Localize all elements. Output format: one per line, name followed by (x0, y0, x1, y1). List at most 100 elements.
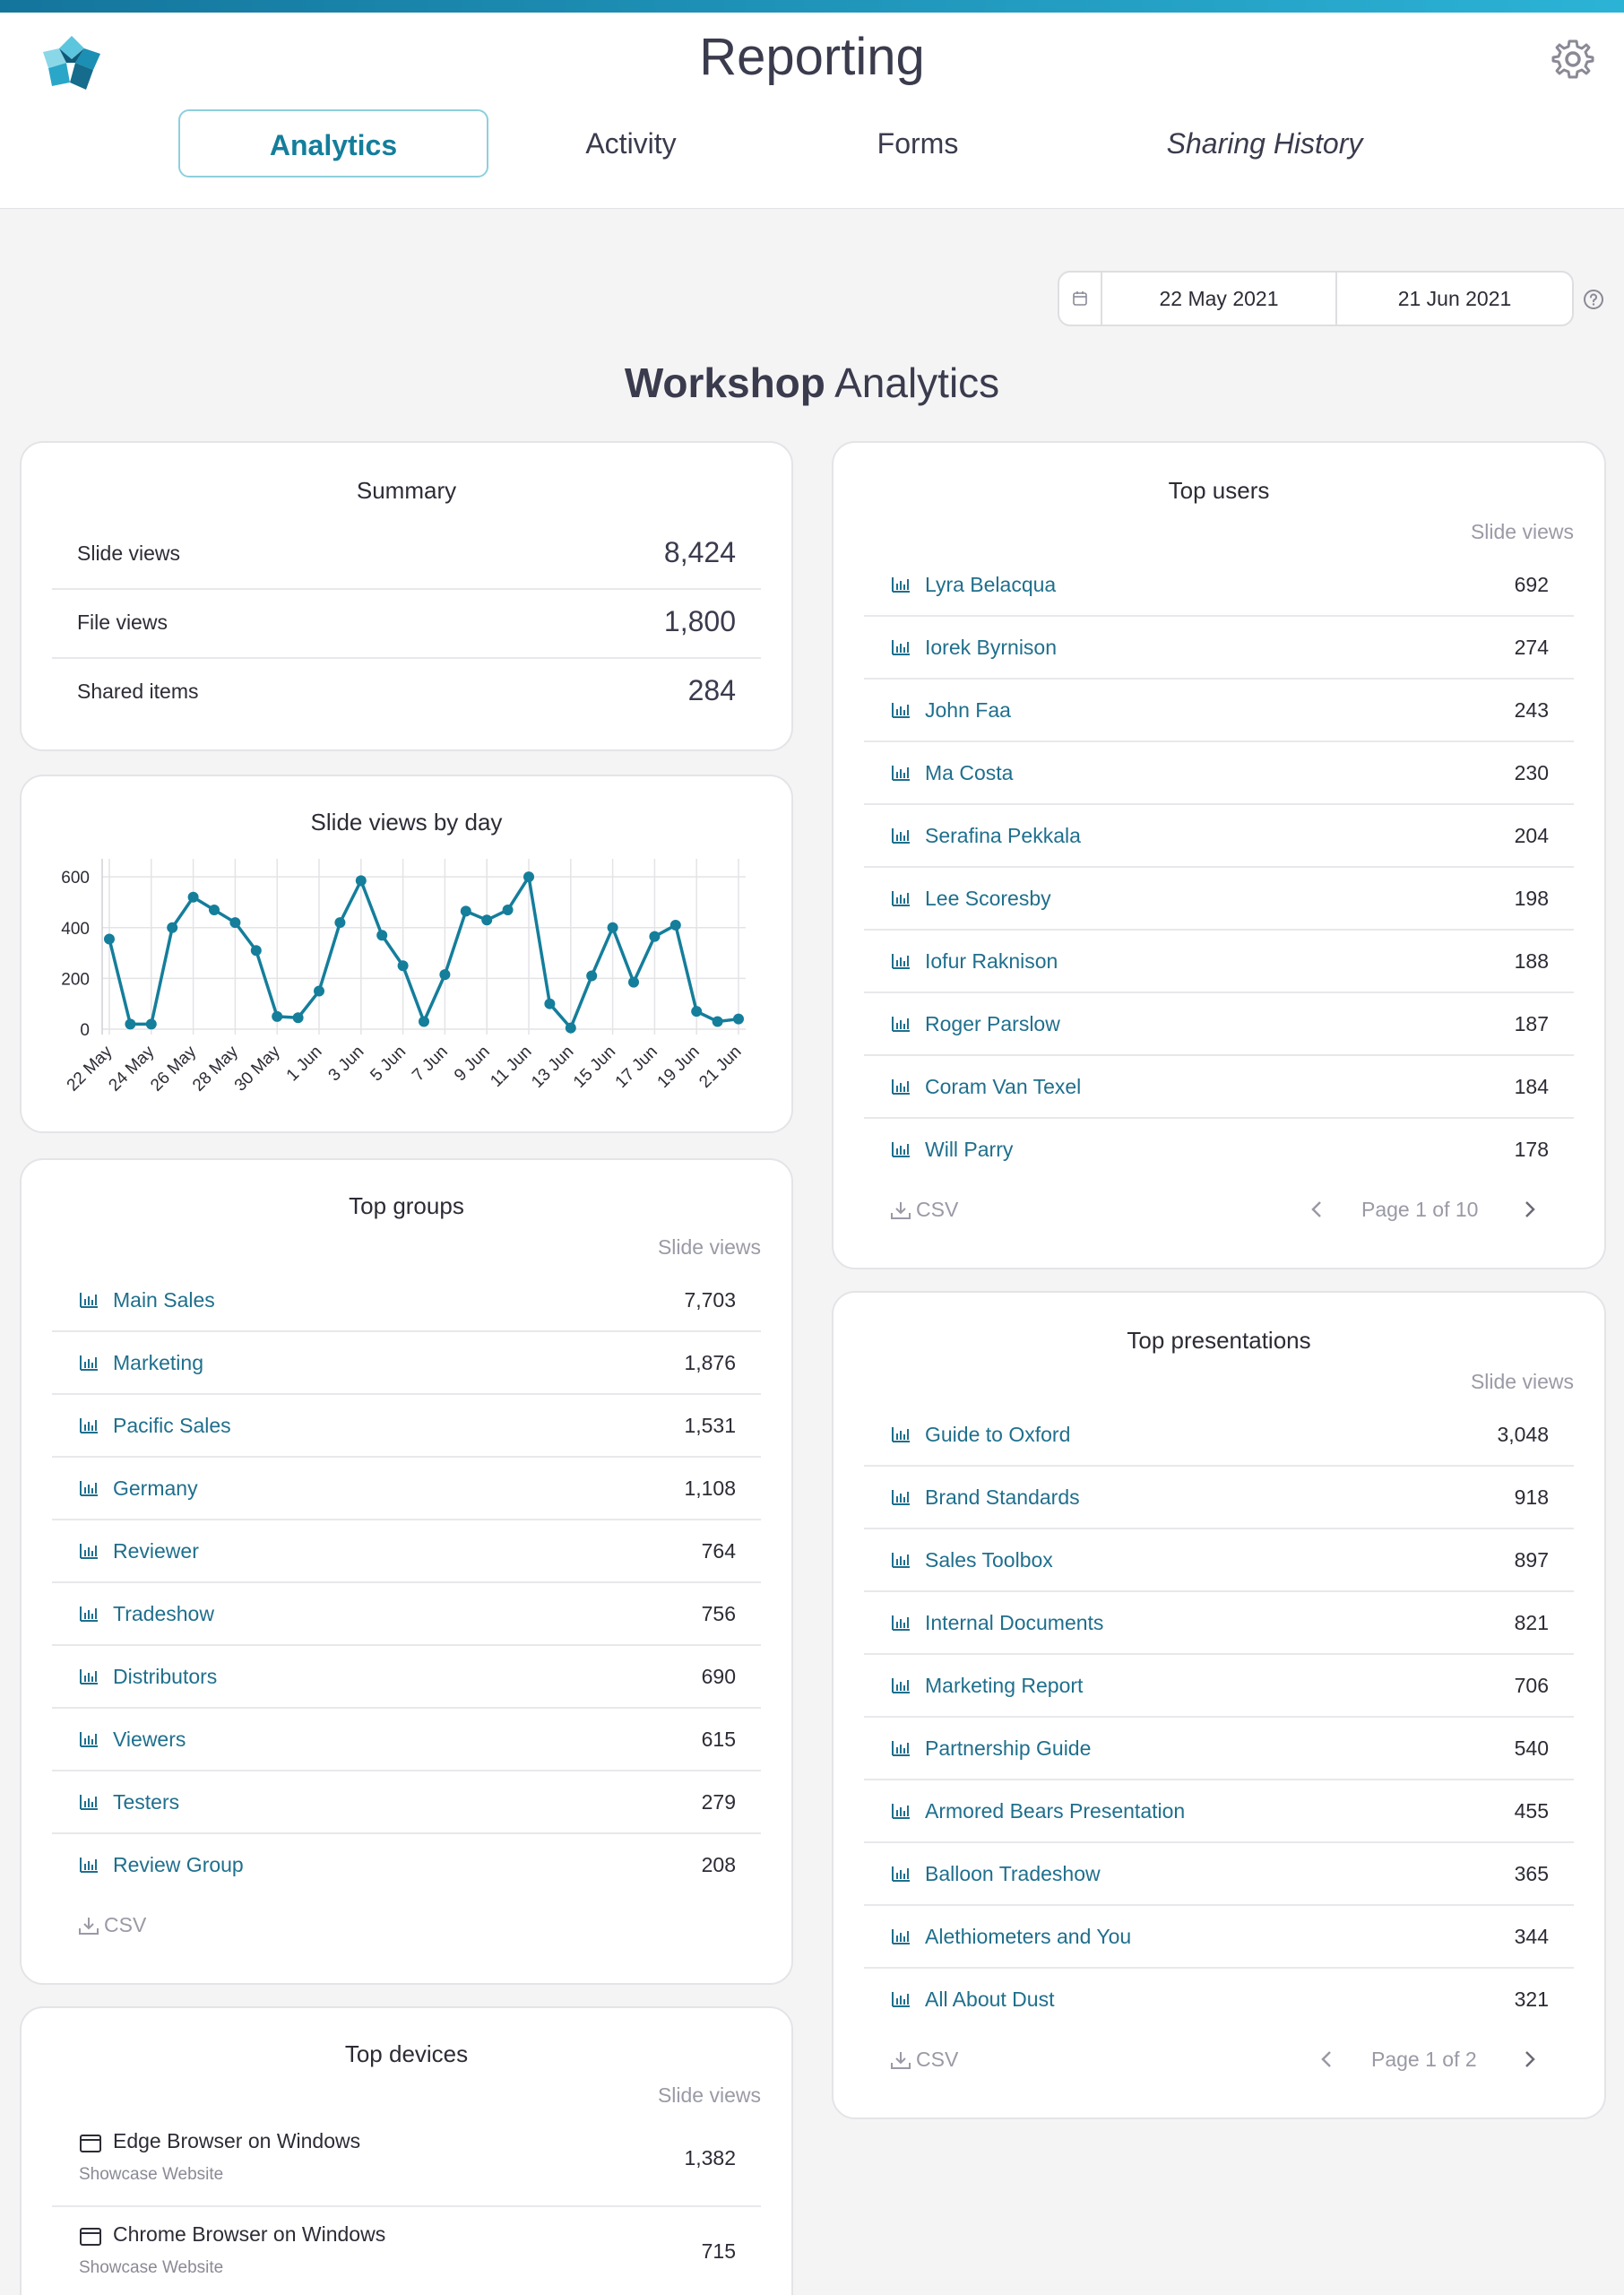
list-item-label[interactable]: Distributors (113, 1665, 218, 1688)
tab-analytics[interactable]: Analytics (178, 109, 488, 178)
list-item-label[interactable]: Internal Documents (925, 1611, 1104, 1634)
series-line (108, 875, 739, 1030)
list-item[interactable]: Marketing Report 706 (864, 1655, 1574, 1718)
list-item[interactable]: Iofur Raknison 188 (864, 931, 1574, 993)
list-item-label[interactable]: Main Sales (113, 1288, 215, 1312)
list-item[interactable]: Partnership Guide 540 (864, 1718, 1574, 1780)
list-item-label[interactable]: Marketing Report (925, 1674, 1084, 1697)
x-tick-label: 3 Jun (325, 1043, 368, 1086)
list-item-label[interactable]: Testers (113, 1790, 180, 1814)
tab-activity[interactable]: Activity (585, 127, 677, 160)
list-item-label[interactable]: Balloon Tradeshow (925, 1862, 1101, 1885)
list-item-label[interactable]: Viewers (113, 1728, 186, 1751)
list-item-label[interactable]: Brand Standards (925, 1485, 1080, 1509)
list-item-label[interactable]: Germany (113, 1477, 198, 1500)
list-item[interactable]: Pacific Sales 1,531 (52, 1395, 761, 1458)
list-item[interactable]: Testers 279 (52, 1771, 761, 1834)
date-from-field[interactable]: 22 May 2021 (1102, 273, 1337, 325)
list-item-label[interactable]: Review Group (113, 1853, 244, 1876)
tab-forms[interactable]: Forms (877, 127, 959, 160)
list-item[interactable]: Armored Bears Presentation 455 (864, 1780, 1574, 1843)
list-item-label[interactable]: Partnership Guide (925, 1736, 1092, 1760)
top-users-page-indicator: Page 1 of 10 (1361, 1198, 1479, 1221)
list-item-label[interactable]: Reviewer (113, 1539, 199, 1563)
x-tick-label: 13 Jun (528, 1043, 577, 1092)
list-item-label[interactable]: Roger Parslow (925, 1012, 1060, 1035)
bar-chart-icon (80, 1732, 98, 1747)
data-point (649, 931, 661, 942)
list-item[interactable]: All About Dust 321 (864, 1969, 1574, 2031)
top-presentations-page-indicator: Page 1 of 2 (1371, 2048, 1477, 2071)
list-item[interactable]: Marketing 1,876 (52, 1332, 761, 1395)
list-item[interactable]: Internal Documents 821 (864, 1592, 1574, 1655)
list-item-label[interactable]: Will Parry (925, 1138, 1014, 1161)
help-icon[interactable] (1583, 289, 1604, 310)
list-item-label[interactable]: Alethiometers and You (925, 1925, 1132, 1948)
list-item[interactable]: Iorek Byrnison 274 (864, 617, 1574, 680)
list-item-label[interactable]: Guide to Oxford (925, 1423, 1071, 1446)
chevron-left-icon[interactable] (1306, 1198, 1329, 1221)
list-item[interactable]: Viewers 615 (52, 1709, 761, 1771)
list-item-label[interactable]: Pacific Sales (113, 1414, 231, 1437)
list-item[interactable]: Will Parry 178 (864, 1119, 1574, 1182)
list-item-label[interactable]: Iorek Byrnison (925, 636, 1058, 659)
settings-gear-icon[interactable] (1551, 37, 1595, 82)
top-users-csv-button[interactable]: CSV (889, 1198, 958, 1222)
list-item-value: 365 (1514, 1862, 1549, 1885)
top-groups-csv-button[interactable]: CSV (77, 1913, 146, 1937)
list-item[interactable]: Roger Parslow 187 (864, 993, 1574, 1056)
csv-label: CSV (916, 2048, 959, 2071)
bar-chart-icon (892, 1017, 910, 1032)
list-item-label[interactable]: John Faa (925, 698, 1011, 722)
device-value: 1,382 (684, 2146, 736, 2169)
list-item[interactable]: Distributors 690 (52, 1646, 761, 1709)
top-presentations-csv-button[interactable]: CSV (889, 2048, 958, 2072)
list-item[interactable]: Tradeshow 756 (52, 1583, 761, 1646)
list-item[interactable]: Review Group 208 (52, 1834, 761, 1897)
summary-title: Summary (356, 477, 457, 504)
list-item-label[interactable]: Lee Scoresby (925, 887, 1051, 910)
list-item-label[interactable]: Sales Toolbox (925, 1548, 1053, 1572)
data-point (334, 917, 346, 929)
list-item[interactable]: Sales Toolbox 897 (864, 1529, 1574, 1592)
device-row: Chrome Browser on Windows Showcase Websi… (52, 2207, 761, 2295)
list-item-label[interactable]: Armored Bears Presentation (925, 1799, 1186, 1823)
list-item[interactable]: Germany 1,108 (52, 1458, 761, 1520)
tab-sharing-history[interactable]: Sharing History (1166, 127, 1363, 160)
calendar-icon[interactable] (1059, 273, 1102, 325)
data-point (712, 1016, 723, 1027)
list-item[interactable]: Alethiometers and You 344 (864, 1906, 1574, 1969)
date-range-picker[interactable]: 22 May 2021 21 Jun 2021 (1058, 271, 1574, 326)
bar-chart-icon (892, 954, 910, 969)
app-logo-icon[interactable] (39, 32, 104, 97)
list-item-label[interactable]: Ma Costa (925, 761, 1014, 784)
list-item-value: 204 (1514, 824, 1549, 847)
list-item[interactable]: Reviewer 764 (52, 1520, 761, 1583)
list-item-value: 821 (1514, 1611, 1549, 1634)
list-item[interactable]: Lyra Belacqua 692 (864, 554, 1574, 617)
list-item-label[interactable]: All About Dust (925, 1988, 1055, 2011)
date-to-field[interactable]: 21 Jun 2021 (1397, 287, 1512, 310)
page-title-bold: Workshop (624, 359, 825, 406)
list-item[interactable]: Balloon Tradeshow 365 (864, 1843, 1574, 1906)
list-item-label[interactable]: Coram Van Texel (925, 1075, 1082, 1098)
chevron-right-icon[interactable] (1517, 1198, 1541, 1221)
list-item[interactable]: Serafina Pekkala 204 (864, 805, 1574, 868)
list-item[interactable]: Main Sales 7,703 (52, 1269, 761, 1332)
chevron-left-icon[interactable] (1316, 2048, 1339, 2071)
top-devices-card: Top devices Slide views Edge Browser on … (20, 2006, 793, 2295)
chevron-right-icon[interactable] (1517, 2048, 1541, 2071)
list-item-label[interactable]: Serafina Pekkala (925, 824, 1081, 847)
list-item-label[interactable]: Iofur Raknison (925, 949, 1058, 973)
list-item[interactable]: Guide to Oxford 3,048 (864, 1404, 1574, 1467)
list-item[interactable]: Lee Scoresby 198 (864, 868, 1574, 931)
list-item-label[interactable]: Tradeshow (113, 1602, 214, 1625)
list-item-label[interactable]: Marketing (113, 1351, 203, 1374)
list-item[interactable]: Coram Van Texel 184 (864, 1056, 1574, 1119)
list-item[interactable]: John Faa 243 (864, 680, 1574, 742)
list-item-label[interactable]: Lyra Belacqua (925, 573, 1057, 596)
device-label: Edge Browser on Windows (113, 2129, 361, 2152)
data-point (419, 1016, 429, 1027)
list-item[interactable]: Brand Standards 918 (864, 1467, 1574, 1529)
list-item[interactable]: Ma Costa 230 (864, 742, 1574, 805)
